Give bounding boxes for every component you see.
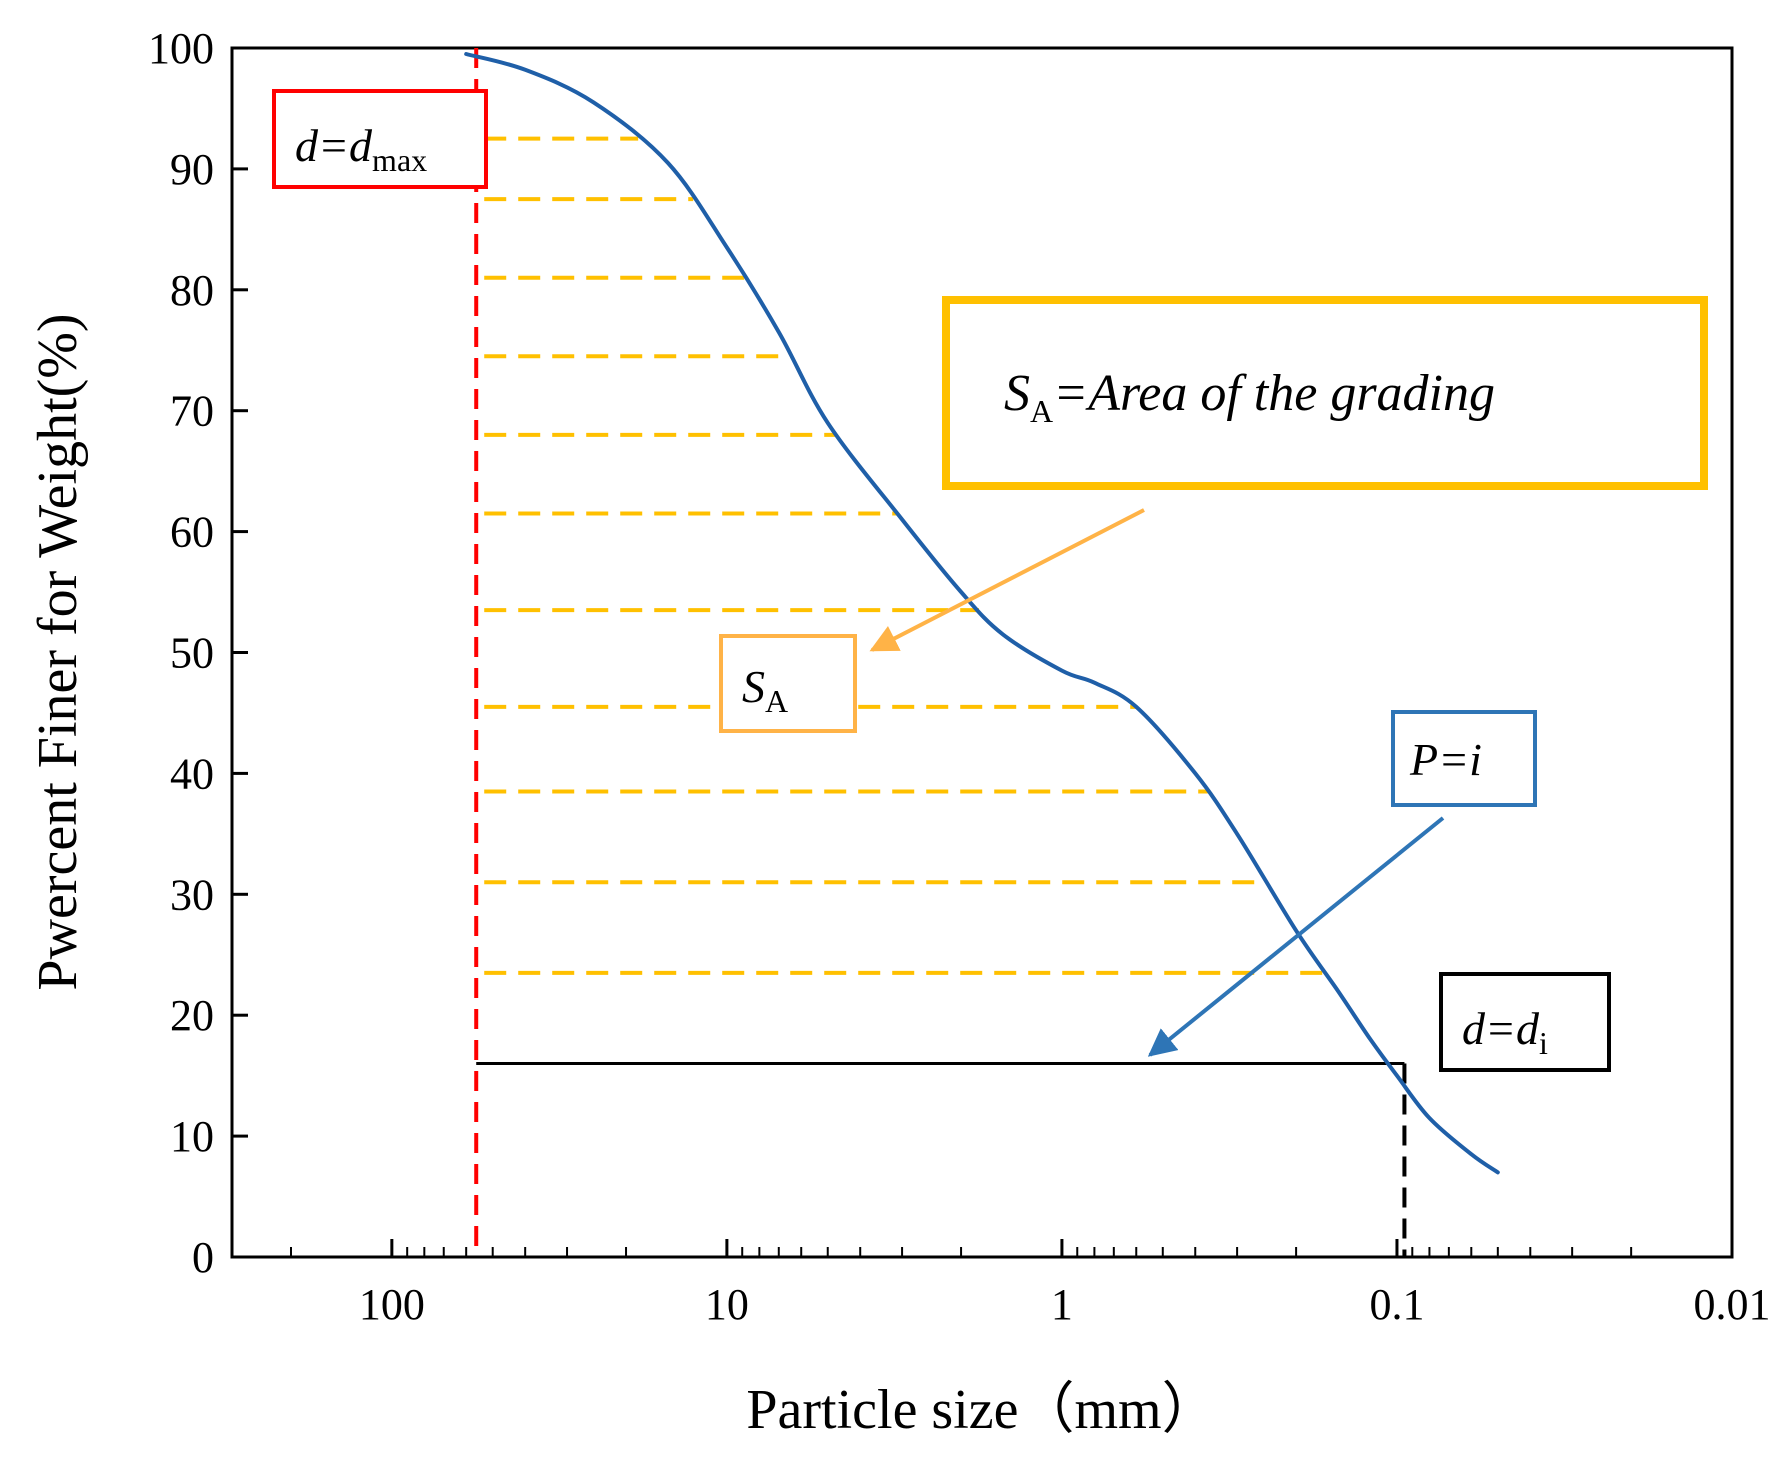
sa-label: SA: [742, 661, 788, 719]
series: [464, 52, 1500, 1175]
dmax-label-box: [272, 89, 488, 189]
sa-definition-box: [942, 296, 1708, 490]
p-label: P=i: [1409, 734, 1482, 785]
y-tick-label: 0: [192, 1233, 214, 1282]
y-tick-label: 50: [170, 629, 214, 678]
tick-labels: 0 10 20 30 40 50 60 70 80 90 100 100 10 1 0.1 0.01: [148, 24, 1771, 1329]
y-tick-label: 60: [170, 508, 214, 557]
x-tick-label: 10: [705, 1280, 749, 1329]
p-label-box: [1391, 710, 1537, 807]
y-axis-title: Pwercent Finer for Weight(%): [27, 313, 89, 990]
x-tick-label: 100: [359, 1280, 425, 1329]
y-tick-label: 20: [170, 991, 214, 1040]
y-tick-label: 40: [170, 749, 214, 798]
y-tick-label: 10: [170, 1112, 214, 1161]
y-tick-label: 90: [170, 145, 214, 194]
sa-label-box: [719, 634, 857, 733]
x-tick-label: 0.1: [1369, 1280, 1424, 1329]
sa-definition-label: SA=Area of the grading: [1004, 365, 1495, 429]
y-tick-label: 30: [170, 870, 214, 919]
hatch-lines: [484, 136, 1326, 975]
y-tick-label: 100: [148, 24, 214, 73]
p-arrow: [1147, 816, 1445, 1057]
reference-lines: [474, 48, 1407, 1257]
y-tick-label: 70: [170, 387, 214, 436]
di-label-box: [1439, 972, 1611, 1072]
grading-curve-line: [464, 52, 1500, 1175]
sa-arrow: [869, 508, 1145, 652]
x-axis-title: Particle size（mm）: [746, 1379, 1217, 1441]
axis-ticks: [231, 46, 1734, 1259]
x-tick-label: 0.01: [1694, 1280, 1771, 1329]
di-label: d=di: [1462, 1003, 1548, 1061]
x-tick-label: 1: [1051, 1280, 1073, 1329]
dmax-label: d=dmax: [295, 120, 427, 178]
y-tick-label: 80: [170, 266, 214, 315]
plot-frame: [230, 46, 1734, 1259]
